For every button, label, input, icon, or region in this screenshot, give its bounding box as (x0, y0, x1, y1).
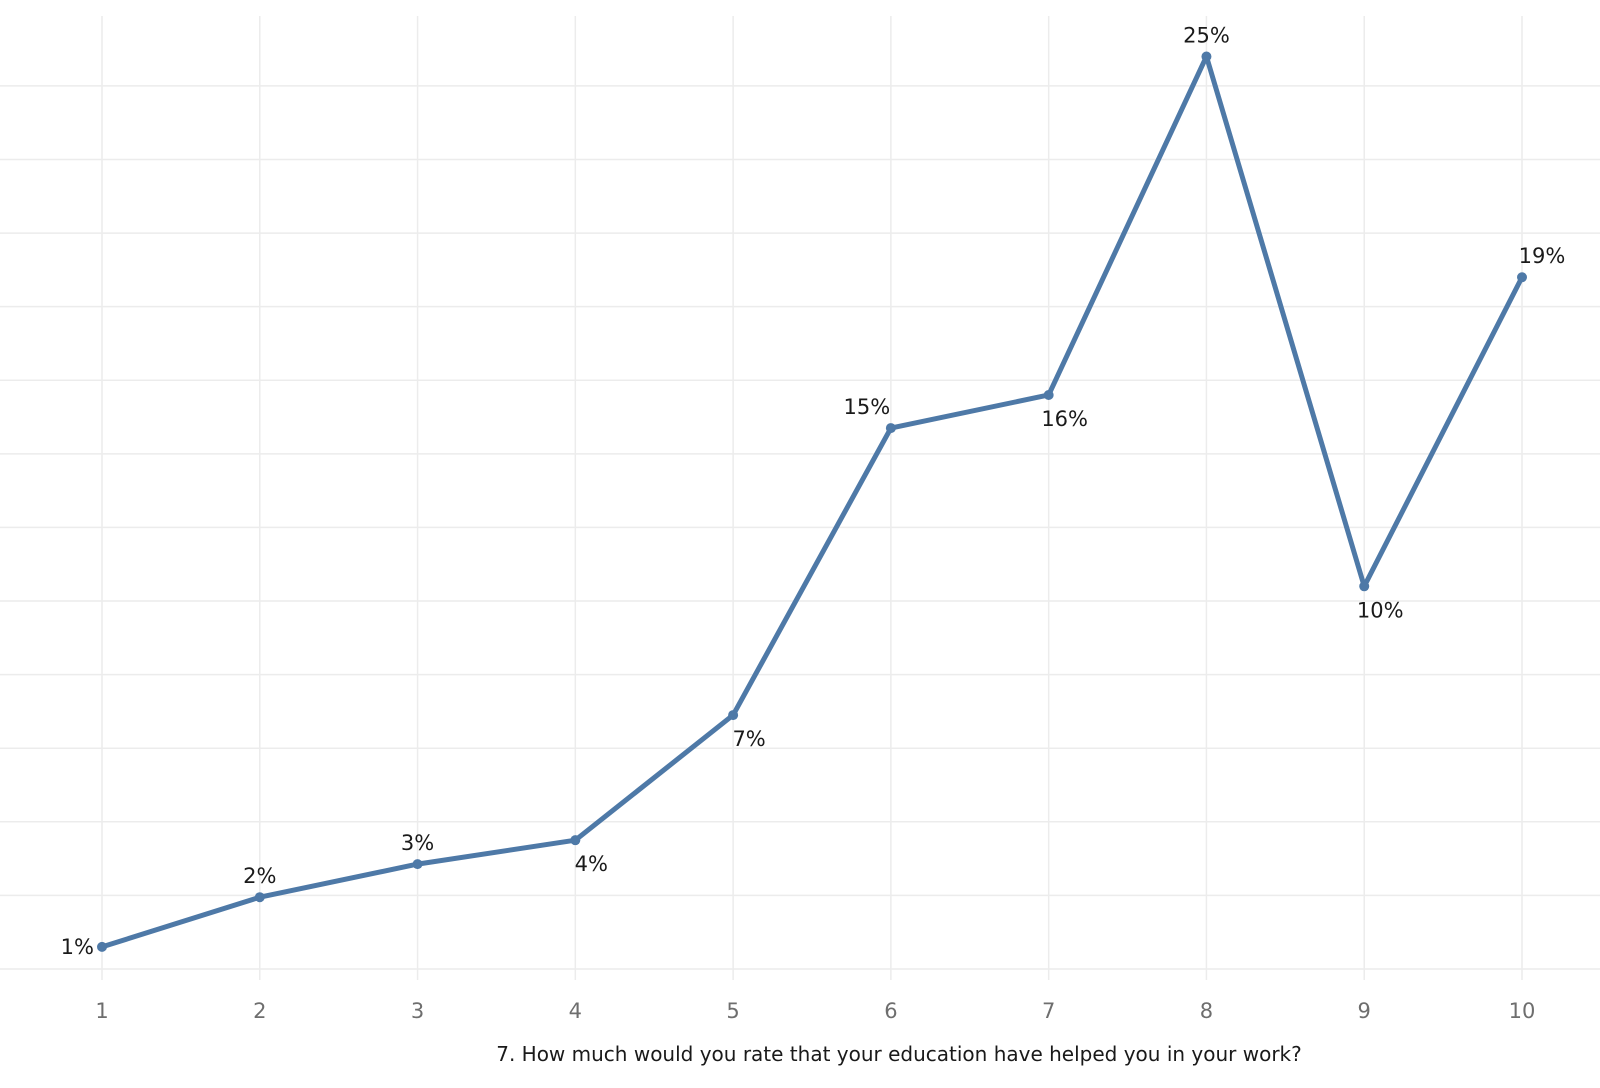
x-tick-label: 10 (1509, 999, 1536, 1023)
data-point-2[interactable] (254, 892, 265, 903)
data-labels: 1% 2% 3% 4% 7% 15% 16% 25% 10% 19% (61, 23, 1566, 958)
data-point-10[interactable] (1517, 272, 1527, 283)
data-point-8[interactable] (1201, 51, 1212, 62)
x-tick-label: 6 (884, 999, 897, 1023)
data-label: 10% (1357, 598, 1404, 622)
x-tick-label: 5 (726, 999, 739, 1023)
series-line (99, 53, 1525, 950)
x-axis-ticks: 1 2 3 4 5 6 7 8 9 10 (95, 999, 1535, 1023)
x-tick-label: 4 (569, 999, 582, 1023)
x-tick-label: 9 (1358, 999, 1371, 1023)
data-label: 15% (844, 395, 891, 419)
data-label: 7% (732, 727, 765, 751)
data-point-1[interactable] (97, 941, 107, 952)
data-label: 16% (1041, 407, 1088, 431)
x-tick-label: 7 (1042, 999, 1055, 1023)
data-point-5[interactable] (728, 710, 739, 721)
series (97, 51, 1527, 952)
data-point-3[interactable] (412, 859, 423, 870)
x-tick-label: 2 (253, 999, 266, 1023)
data-label: 3% (401, 831, 434, 855)
x-tick-label: 8 (1200, 999, 1213, 1023)
data-point-4[interactable] (570, 835, 581, 846)
data-label: 1% (61, 935, 94, 959)
data-point-9[interactable] (1359, 581, 1370, 592)
x-tick-label: 3 (411, 999, 424, 1023)
data-label: 19% (1519, 244, 1566, 268)
data-label: 25% (1183, 23, 1230, 47)
data-point-6[interactable] (885, 423, 896, 434)
data-label: 4% (575, 852, 608, 876)
x-axis-title: 7. How much would you rate that your edu… (496, 1042, 1302, 1066)
data-point-7[interactable] (1043, 389, 1054, 400)
x-tick-label: 1 (95, 999, 108, 1023)
data-label: 2% (243, 864, 276, 888)
grid (0, 16, 1600, 980)
